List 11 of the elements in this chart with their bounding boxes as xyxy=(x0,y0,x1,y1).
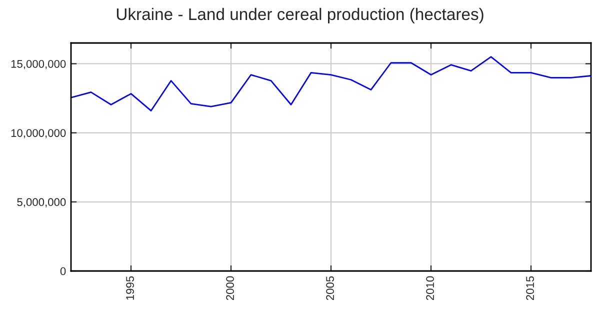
y-tick-label: 5,000,000 xyxy=(17,198,66,208)
x-tick-label: 2015 xyxy=(526,276,534,300)
chart-title: Ukraine - Land under cereal production (hectares) xyxy=(116,8,484,24)
x-tick-label: 2010 xyxy=(426,276,434,300)
y-tick-label: 0 xyxy=(60,267,66,276)
y-tick-label: 15,000,000 xyxy=(11,60,66,70)
x-tick-label: 2000 xyxy=(226,276,234,300)
y-tick-label: 10,000,000 xyxy=(11,129,66,138)
x-tick-label: 1995 xyxy=(126,276,134,300)
line-series xyxy=(71,56,591,112)
x-tick-label: 2005 xyxy=(326,276,334,300)
